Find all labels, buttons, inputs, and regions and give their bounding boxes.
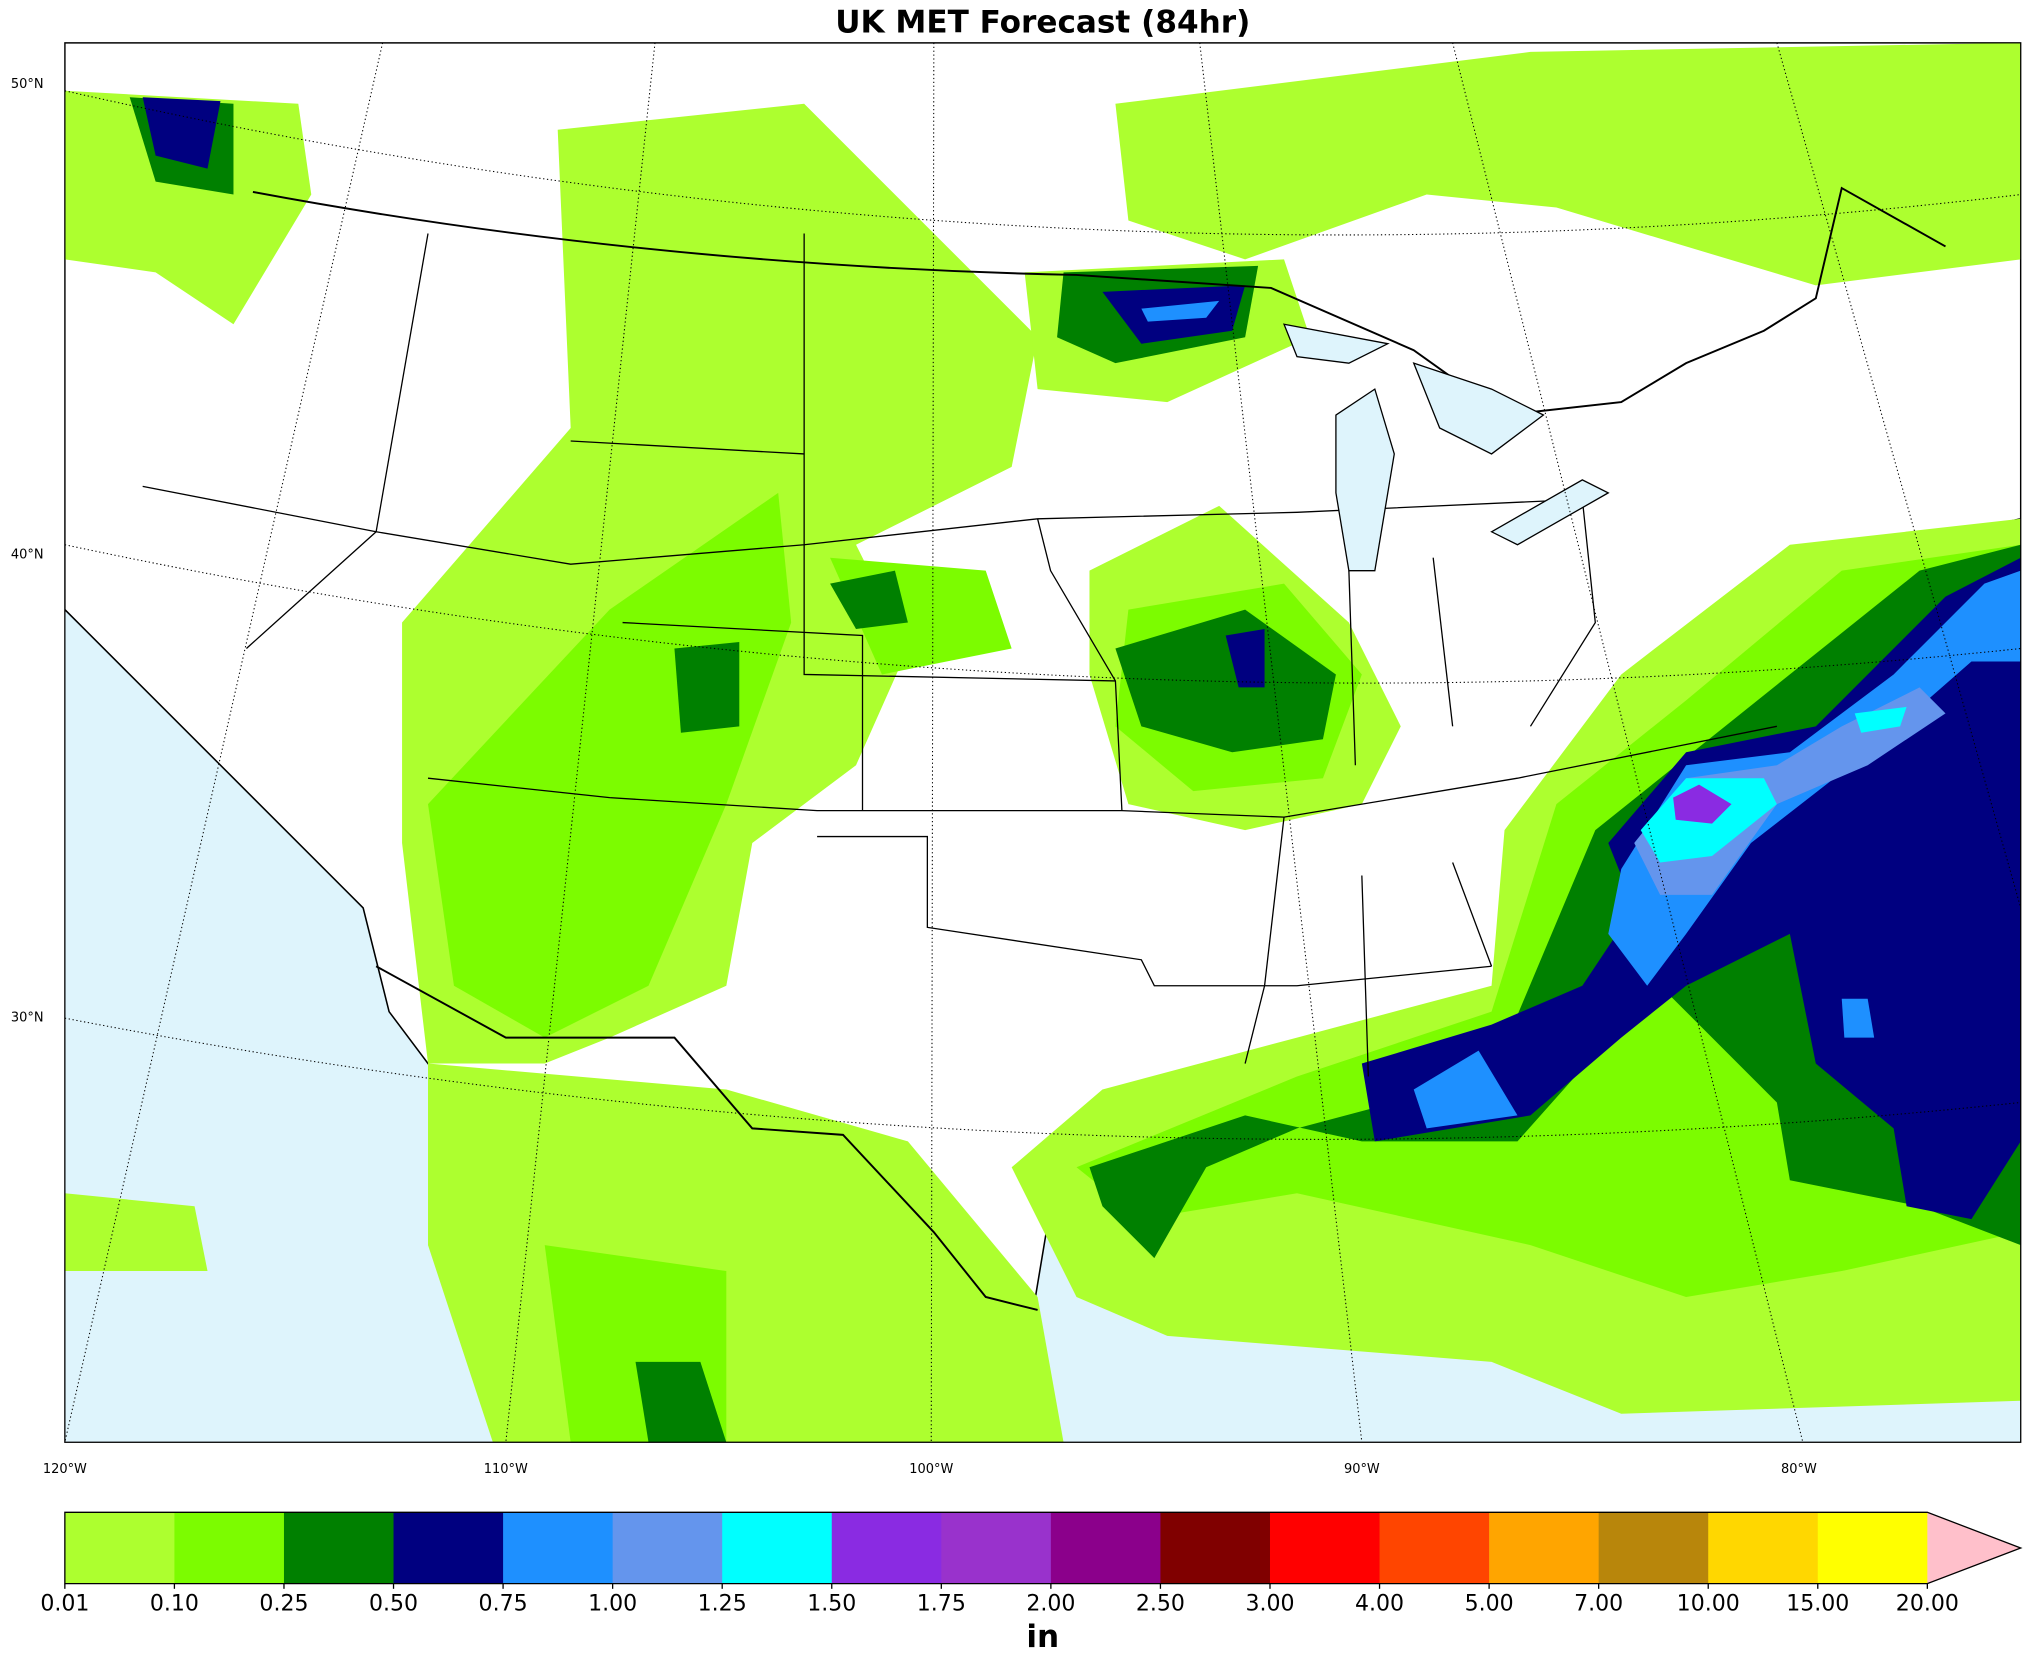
colorbar-unit: in xyxy=(1026,1619,1059,1655)
graticule xyxy=(64,42,2021,1443)
lon-label: 90°W xyxy=(1344,1462,1380,1477)
colorbar-bin xyxy=(722,1512,833,1584)
colorbar-tick-label: 20.00 xyxy=(1896,1591,1959,1616)
colorbar-bin xyxy=(1379,1512,1490,1584)
lat-label: 50°N xyxy=(11,77,44,92)
lon-label: 80°W xyxy=(1781,1462,1817,1477)
colorbar-tick-label: 0.10 xyxy=(150,1591,199,1616)
lon-label: 120°W xyxy=(43,1462,87,1477)
colorbar-tick-label: 0.75 xyxy=(479,1591,528,1616)
colorbar-bin xyxy=(393,1512,504,1584)
colorbar-bin xyxy=(174,1512,285,1584)
colorbar-bin xyxy=(1489,1512,1600,1584)
lon-label: 110°W xyxy=(484,1462,528,1477)
colorbar-tick-label: 10.00 xyxy=(1677,1591,1740,1616)
map-title: UK MET Forecast (84hr) xyxy=(835,4,1250,40)
colorbar-outline xyxy=(64,1511,2023,1585)
lat-label: 40°N xyxy=(11,548,44,563)
colorbar-tick-label: 2.50 xyxy=(1136,1591,1185,1616)
colorbar-bin xyxy=(283,1512,395,1584)
colorbar-tick-label: 0.01 xyxy=(40,1591,89,1616)
lon-labels: 120°W 110°W 100°W 90°W 80°W xyxy=(43,1462,1817,1477)
colorbar-tick-label: 2.00 xyxy=(1026,1591,1075,1616)
colorbar-tick-label: 1.75 xyxy=(917,1591,966,1616)
map-area xyxy=(64,42,2021,1443)
lakes xyxy=(1282,323,1610,572)
lat-labels: 50°N 40°N 30°N xyxy=(11,77,44,1026)
colorbar-bin xyxy=(1708,1512,1819,1584)
colorbar-bin xyxy=(831,1512,942,1584)
colorbar-bin xyxy=(941,1512,1052,1584)
colorbar-bin xyxy=(612,1512,723,1584)
precip-purple xyxy=(1673,784,1732,824)
colorbar-tick-label: 4.00 xyxy=(1355,1591,1404,1616)
lat-label: 30°N xyxy=(11,1011,44,1026)
colorbar: 0.01 0.10 0.25 0.50 0.75 1.00 1.25 1.50 1.75 2.00… xyxy=(40,1511,2023,1616)
colorbar-tick-label: 0.25 xyxy=(259,1591,308,1616)
colorbar-tick-label: 1.50 xyxy=(807,1591,856,1616)
colorbar-tick-label: 7.00 xyxy=(1574,1591,1623,1616)
colorbar-bin xyxy=(1160,1512,1271,1584)
lon-label: 100°W xyxy=(909,1462,953,1477)
colorbar-bin xyxy=(1817,1512,1928,1584)
colorbar-tick-label: 1.00 xyxy=(588,1591,637,1616)
colorbar-tick-label: 3.00 xyxy=(1245,1591,1294,1616)
borders xyxy=(252,186,1946,1311)
colorbar-bin xyxy=(503,1512,614,1584)
colorbar-tick-label: 1.25 xyxy=(698,1591,747,1616)
colorbar-bin xyxy=(1050,1512,1162,1584)
colorbar-bin xyxy=(64,1512,176,1584)
state-lines xyxy=(142,233,1778,1077)
colorbar-tick-label: 0.50 xyxy=(369,1591,418,1616)
colorbar-tick-label: 5.00 xyxy=(1465,1591,1514,1616)
map-frame xyxy=(64,42,2022,1443)
colorbar-extend xyxy=(1927,1512,2021,1584)
colorbar-bin xyxy=(1269,1512,1381,1584)
colorbar-bin xyxy=(1598,1512,1709,1584)
colorbar-tick-label: 15.00 xyxy=(1786,1591,1849,1616)
